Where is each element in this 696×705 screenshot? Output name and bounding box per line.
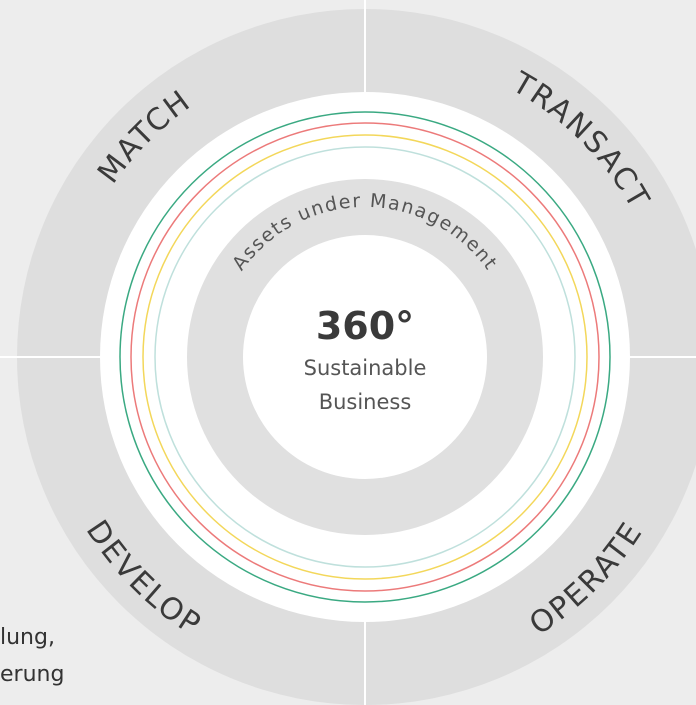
side-text: erung — [0, 662, 64, 687]
green-ring — [119, 111, 611, 603]
center-disc — [243, 235, 487, 479]
yellow-ring — [142, 134, 588, 580]
center-line: Business — [319, 390, 412, 414]
red-ring — [130, 122, 600, 592]
blue-ring — [154, 146, 576, 568]
center-line: Sustainable — [304, 356, 427, 380]
side-text: lung, — [0, 625, 55, 650]
center-title: 360° — [316, 304, 414, 348]
